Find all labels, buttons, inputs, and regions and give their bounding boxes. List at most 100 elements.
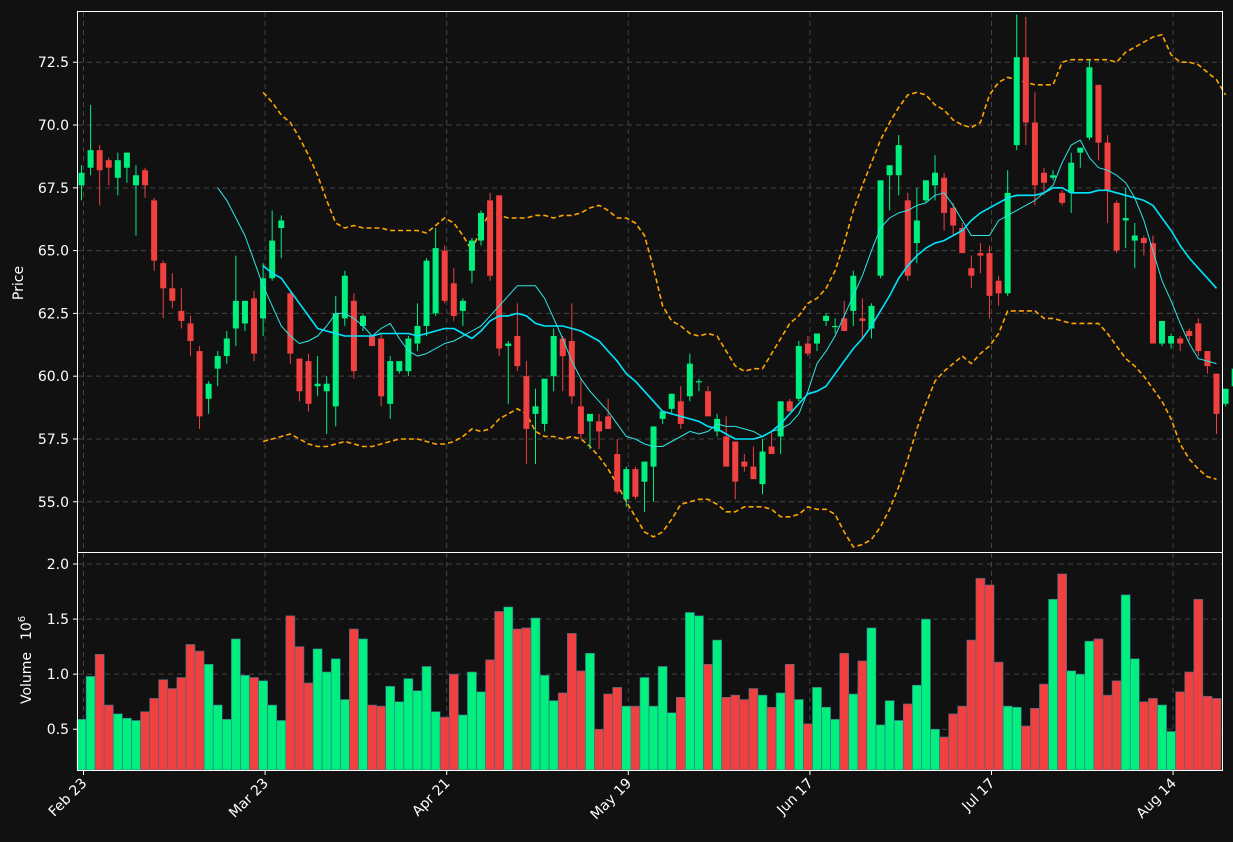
volume-bar	[639, 677, 650, 771]
price-tick-label: 57.5	[38, 432, 69, 448]
volume-bar	[712, 639, 722, 771]
candle-body	[1031, 122, 1038, 186]
candle-body	[96, 150, 103, 171]
volume-bar	[685, 612, 695, 771]
price-tick-label: 55.0	[38, 495, 69, 511]
volume-bar	[1057, 573, 1067, 771]
bollinger-bands	[262, 33, 1227, 548]
volume-bar	[1166, 731, 1176, 771]
volume-bar	[1093, 638, 1104, 771]
volume-bar	[594, 728, 604, 771]
volume-bar	[485, 659, 495, 771]
candle-body	[804, 343, 811, 354]
volume-bar	[240, 674, 250, 771]
candle-body	[705, 391, 712, 417]
price-y-axis-label: Price	[11, 266, 27, 300]
candle-body	[559, 338, 566, 357]
candle-body	[823, 315, 830, 321]
volume-bar	[1193, 598, 1204, 771]
volume-bar	[984, 584, 995, 771]
volume-bar	[830, 719, 840, 771]
candle-body	[786, 401, 793, 412]
volume-bar	[122, 717, 132, 771]
candle-body	[151, 200, 158, 261]
volume-bar	[748, 688, 759, 771]
candle-body	[859, 318, 866, 321]
volume-bar	[884, 700, 895, 771]
candle-body	[959, 228, 966, 254]
volume-bar	[1066, 670, 1077, 771]
candle-body	[1086, 67, 1093, 138]
candle-body	[132, 175, 139, 186]
candle-body	[659, 411, 666, 419]
volume-bar	[975, 578, 986, 771]
volume-bar	[721, 696, 732, 771]
candle-body	[1104, 142, 1111, 191]
volume-panel-frame	[77, 552, 1223, 771]
volume-bar	[330, 658, 341, 771]
volume-bar	[1084, 640, 1095, 771]
volume-bar	[294, 646, 305, 771]
volume-bar	[784, 663, 795, 771]
candle-body	[105, 160, 112, 168]
candle-body	[87, 150, 94, 168]
volume-bar	[857, 660, 868, 771]
candle-body	[468, 240, 475, 271]
candle-body	[1159, 320, 1166, 344]
candle-body	[568, 341, 575, 397]
volume-bar	[512, 628, 523, 771]
volume-bar	[648, 705, 659, 771]
candle-body	[378, 338, 385, 397]
volume-bar	[476, 691, 486, 771]
volume-bars	[76, 573, 1222, 771]
candle-body	[1231, 368, 1233, 387]
volume-bar	[185, 644, 196, 771]
candle-body	[1077, 147, 1084, 153]
volume-bar	[1111, 680, 1122, 771]
volume-bar	[902, 703, 913, 771]
candle-body	[1059, 192, 1066, 203]
candlesticks	[78, 14, 1233, 512]
candle-body	[668, 393, 675, 409]
price-tick-label: 72.5	[38, 55, 69, 71]
candle-body	[623, 469, 630, 500]
candle-body	[904, 200, 911, 276]
volume-bar	[376, 705, 386, 771]
volume-bar	[267, 704, 278, 771]
price-y-ticks: 55.0 57.5 60.0 62.5 65.0 67.5 70.0 72.5	[38, 55, 78, 511]
candle-body	[886, 165, 893, 176]
candle-body	[605, 416, 612, 429]
volume-bar	[403, 678, 414, 771]
volume-bar	[503, 606, 514, 771]
candle-body	[241, 300, 248, 324]
candle-body	[1050, 175, 1057, 178]
volume-bar	[212, 704, 223, 771]
candle-body	[251, 298, 258, 354]
candle-body	[1113, 202, 1120, 251]
candle-body	[1177, 338, 1184, 344]
candle-body	[941, 177, 948, 213]
candle-body	[1204, 351, 1211, 367]
candle-body	[214, 356, 221, 369]
volume-bar	[957, 705, 968, 771]
volume-bar	[930, 728, 940, 771]
volume-tick-label: 0.5	[47, 722, 69, 738]
volume-bar	[657, 666, 668, 771]
candle-body	[1040, 172, 1047, 183]
candle-body	[223, 338, 230, 357]
volume-bar	[158, 679, 169, 771]
volume-bar	[521, 627, 532, 771]
volume-bar	[703, 663, 713, 771]
volume-bar	[812, 687, 822, 771]
lower-band-line	[262, 310, 1217, 548]
candle-body	[1140, 238, 1147, 244]
volume-bar	[1048, 598, 1058, 771]
candle-body	[677, 401, 684, 424]
volume-bar	[739, 699, 750, 771]
volume-bar	[303, 682, 314, 771]
candle-body	[432, 248, 439, 314]
volume-bar	[1020, 725, 1031, 771]
candle-body	[387, 361, 394, 404]
volume-bar	[439, 716, 450, 771]
candle-body	[478, 212, 485, 241]
